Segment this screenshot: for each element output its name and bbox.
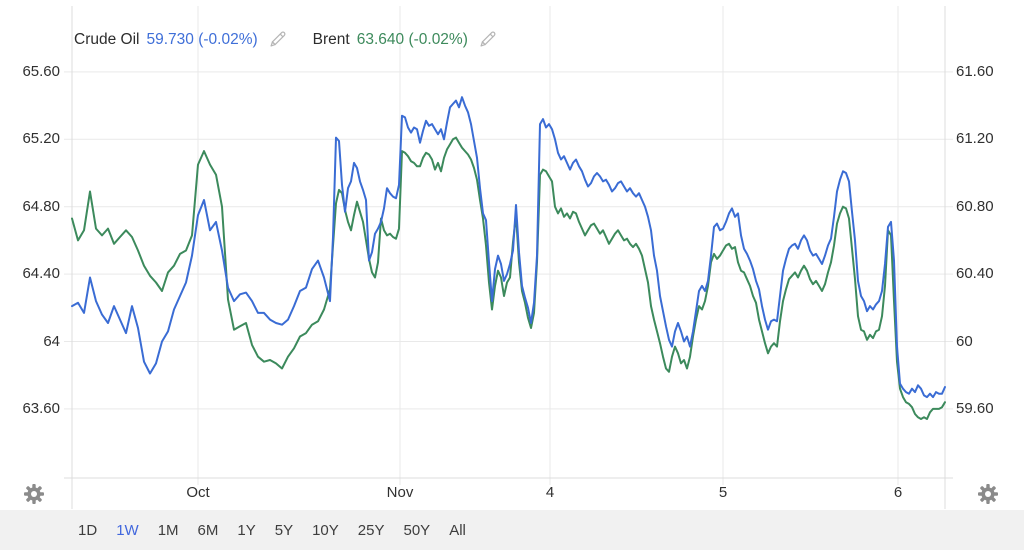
range-button-6m[interactable]: 6M [197,521,219,539]
range-button-5y[interactable]: 5Y [274,521,294,539]
range-button-1w[interactable]: 1W [116,521,139,539]
range-toolbar: 1D 1W 1M 6M 1Y 5Y 10Y 25Y 50Y All [0,510,1024,550]
y-axis-label-left: 65.20 [22,130,60,147]
range-button-50y[interactable]: 50Y [403,521,431,539]
y-axis-label-left: 63.60 [22,400,60,417]
y-axis-label-right: 61.20 [956,130,994,147]
price-chart-plot[interactable] [0,0,1024,510]
range-button-25y[interactable]: 25Y [357,521,385,539]
x-axis-label-4: 4 [545,484,555,501]
brent-line [71,136,946,420]
legend-item-brent: Brent 63.640 (-0.02%) [313,30,497,49]
brent-last-price: 63.640 [356,30,405,48]
y-axis-label-left: 64 [43,333,60,350]
range-button-10y[interactable]: 10Y [312,521,339,539]
pencil-icon [270,31,286,47]
legend-item-crude-oil: Crude Oil 59.730 (-0.02%) [74,30,287,49]
y-axis-label-right: 60.40 [956,265,994,282]
edit-crude-series-button[interactable] [268,30,287,49]
x-axis-label-6: 6 [893,484,903,501]
crude-change-percent: (-0.02%) [198,30,258,48]
pencil-icon [480,31,496,47]
y-axis-label-left: 65.60 [22,63,60,80]
brent-series-name: Brent [312,30,350,48]
y-axis-label-left: 64.80 [22,198,60,215]
crude-oil-line [71,96,946,399]
chart-legend: Crude Oil 59.730 (-0.02%) Brent 63.640 (… [74,30,497,49]
brent-last-quote: 63.640 (-0.02%) [357,31,468,49]
x-axis-label-nov: Nov [386,484,414,501]
range-button-1y[interactable]: 1Y [237,521,256,539]
range-button-1m[interactable]: 1M [157,521,179,539]
crude-last-price: 59.730 [146,30,194,48]
y-axis-label-right: 61.60 [956,63,994,80]
chart-settings-button-right[interactable] [975,481,1001,507]
y-axis-label-right: 60 [956,333,973,350]
brent-change-percent: (-0.02%) [408,30,468,48]
crude-series-name: Crude Oil [74,30,140,48]
edit-brent-series-button[interactable] [478,30,497,49]
x-axis-label-oct: Oct [186,484,210,501]
y-axis-label-left: 64.40 [22,265,60,282]
y-axis-label-right: 59.60 [956,400,994,417]
gear-icon [24,484,44,504]
chart-canvas [64,6,953,509]
crude-last-quote: 59.730 (-0.02%) [146,31,257,49]
y-axis-label-right: 60.80 [956,198,994,215]
range-button-all[interactable]: All [449,521,466,539]
x-axis-label-5: 5 [718,484,728,501]
chart-settings-button-left[interactable] [21,481,47,507]
gear-icon [978,484,998,504]
range-button-1d[interactable]: 1D [78,521,98,539]
